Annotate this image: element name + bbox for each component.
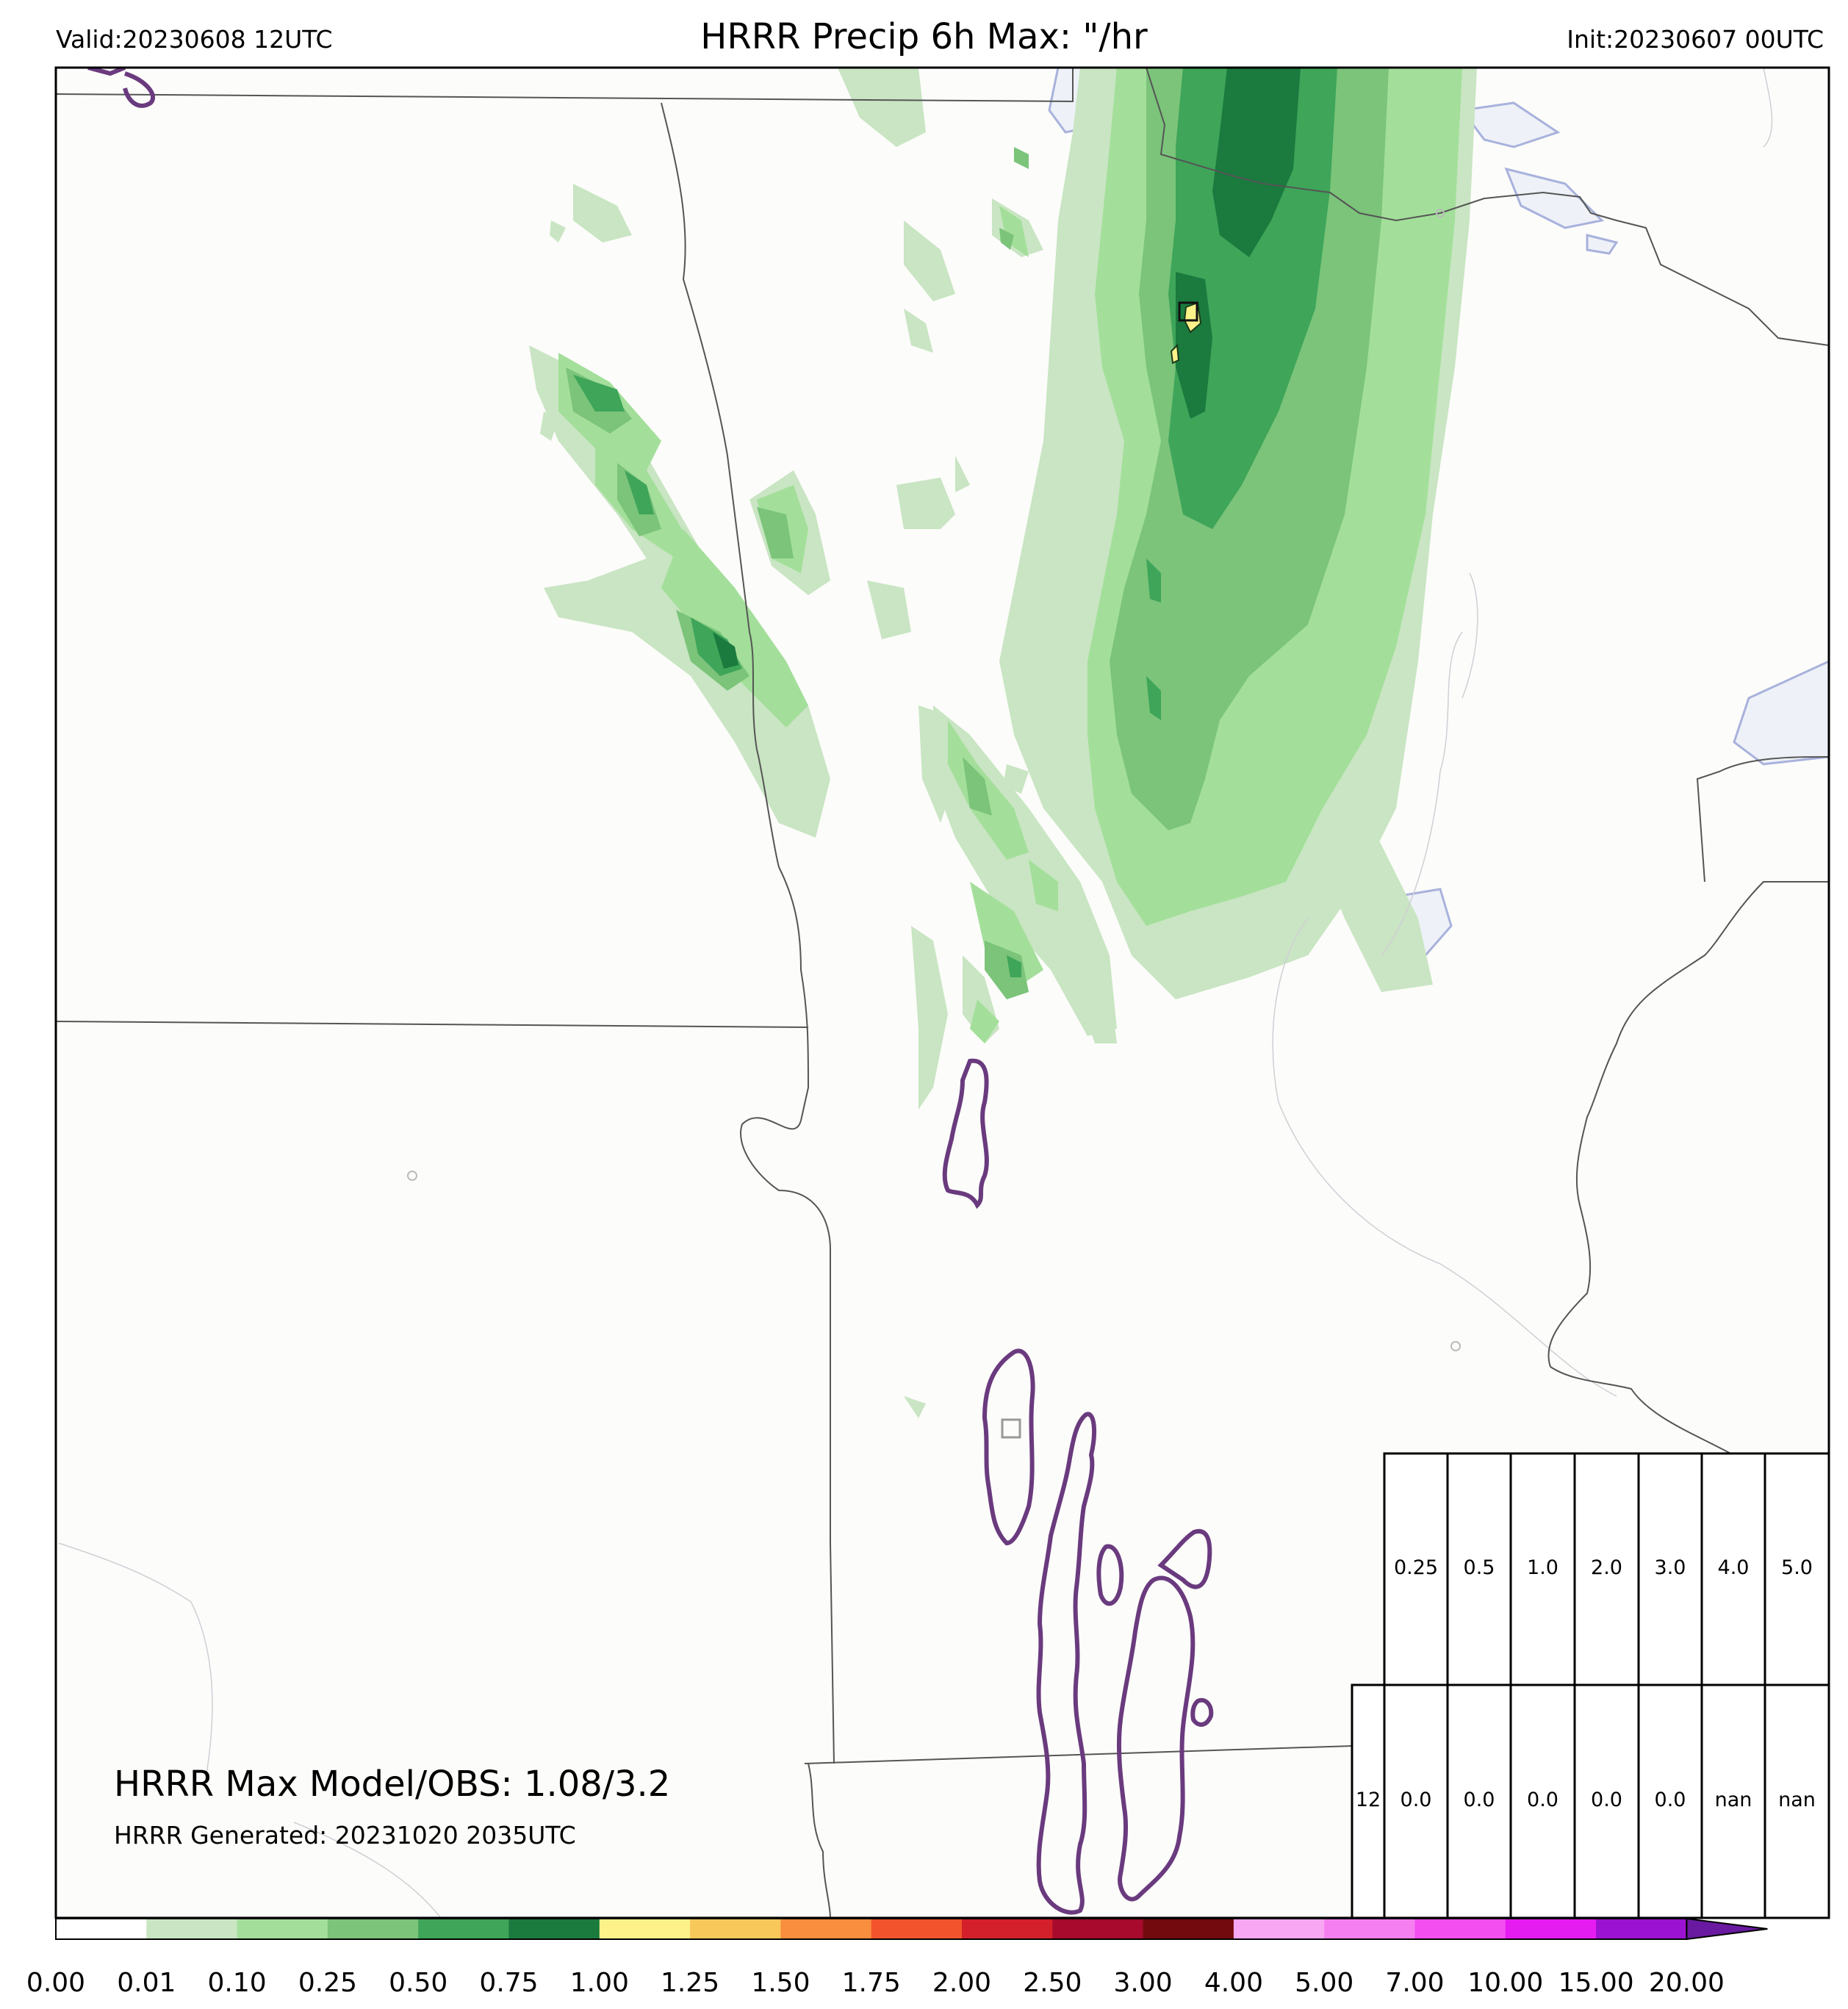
- table-header-cell: 1.0: [1527, 1556, 1558, 1579]
- init-time: Init:20230607 00UTC: [1567, 25, 1824, 54]
- colorbar-segment: [508, 1919, 600, 1939]
- table-row-label: 12: [1355, 1789, 1381, 1811]
- colorbar-segment: [962, 1919, 1053, 1939]
- station-marker-max: [1178, 301, 1198, 322]
- colorbar-tick-label: 2.00: [932, 1968, 992, 1998]
- colorbar-extension: [1686, 1917, 1768, 1941]
- colorbar-segment: [1324, 1919, 1415, 1939]
- colorbar-segment: [327, 1919, 419, 1939]
- colorbar-tick-label: 3.00: [1113, 1968, 1173, 1998]
- colorbar-outline: [55, 1918, 1688, 1940]
- colorbar: [55, 1917, 1768, 1941]
- station-marker: [1001, 1418, 1021, 1439]
- colorbar-segment: [1505, 1919, 1597, 1939]
- colorbar-tick-label: 15.00: [1558, 1968, 1634, 1998]
- table-header-cell: 5.0: [1781, 1556, 1813, 1579]
- colorbar-tick-label: 0.50: [389, 1968, 448, 1998]
- colorbar-segment: [1414, 1919, 1506, 1939]
- obs-contours: [87, 68, 1214, 1915]
- max-model-obs-label: HRRR Max Model/OBS: 1.08/3.2: [114, 1764, 671, 1805]
- precip-band-0.75: [713, 68, 1301, 669]
- colorbar-tick-label: 1.25: [661, 1968, 720, 1998]
- colorbar-segment: [418, 1919, 509, 1939]
- table-value-cell: 0.0: [1400, 1789, 1432, 1811]
- table-header-cell: 0.25: [1393, 1556, 1439, 1579]
- colorbar-segment: [1143, 1919, 1234, 1939]
- colorbar-tick-label: 7.00: [1385, 1968, 1445, 1998]
- table-value-cell: nan: [1778, 1789, 1816, 1811]
- table-value-cell: 0.0: [1654, 1789, 1686, 1811]
- colorbar-tick-label: 2.50: [1023, 1968, 1082, 1998]
- colorbar-tick-label: 0.75: [479, 1968, 539, 1998]
- colorbar-segment: [1052, 1919, 1144, 1939]
- table-value-cell: nan: [1714, 1789, 1752, 1811]
- colorbar-segment: [871, 1919, 963, 1939]
- table-header-cell: 0.5: [1463, 1556, 1495, 1579]
- chart-title: HRRR Precip 6h Max: "/hr: [700, 16, 1148, 57]
- table-value-cell: 0.0: [1527, 1789, 1558, 1811]
- colorbar-segment: [1233, 1919, 1325, 1939]
- colorbar-segment: [780, 1919, 872, 1939]
- colorbar-tick-label: 0.01: [117, 1968, 176, 1998]
- table-value-cell: 0.0: [1591, 1789, 1622, 1811]
- colorbar-tick-label: 5.00: [1295, 1968, 1354, 1998]
- colorbar-segment: [237, 1919, 328, 1939]
- table-header-cell: 2.0: [1591, 1556, 1622, 1579]
- colorbar-tick-label: 0.00: [26, 1968, 86, 1998]
- colorbar-segment: [599, 1919, 691, 1939]
- colorbar-segment: [56, 1919, 147, 1939]
- colorbar-tick-label: 1.50: [751, 1968, 810, 1998]
- colorbar-tick-label: 4.00: [1204, 1968, 1263, 1998]
- threshold-table: [1351, 1452, 1830, 1919]
- table-header-cell: 3.0: [1654, 1556, 1686, 1579]
- minor-boundaries: [58, 68, 1773, 1918]
- colorbar-tick-label: 20.00: [1648, 1968, 1725, 1998]
- table-header-cell: 4.0: [1717, 1556, 1750, 1579]
- table-value-cell: 0.0: [1463, 1789, 1495, 1811]
- colorbar-tick-label: 1.00: [569, 1968, 629, 1998]
- colorbar-segment: [690, 1919, 781, 1939]
- colorbar-tick-label: 10.00: [1467, 1968, 1544, 1998]
- valid-time: Valid:20230608 12UTC: [56, 25, 333, 54]
- colorbar-segment: [1596, 1919, 1687, 1939]
- colorbar-tick-label: 1.75: [841, 1968, 901, 1998]
- lake-markers: [407, 209, 1461, 1351]
- colorbar-tick-label: 0.25: [298, 1968, 357, 1998]
- generated-label: HRRR Generated: 20231020 2035UTC: [114, 1821, 576, 1850]
- colorbar-segment: [146, 1919, 238, 1939]
- colorbar-tick-label: 0.10: [207, 1968, 267, 1998]
